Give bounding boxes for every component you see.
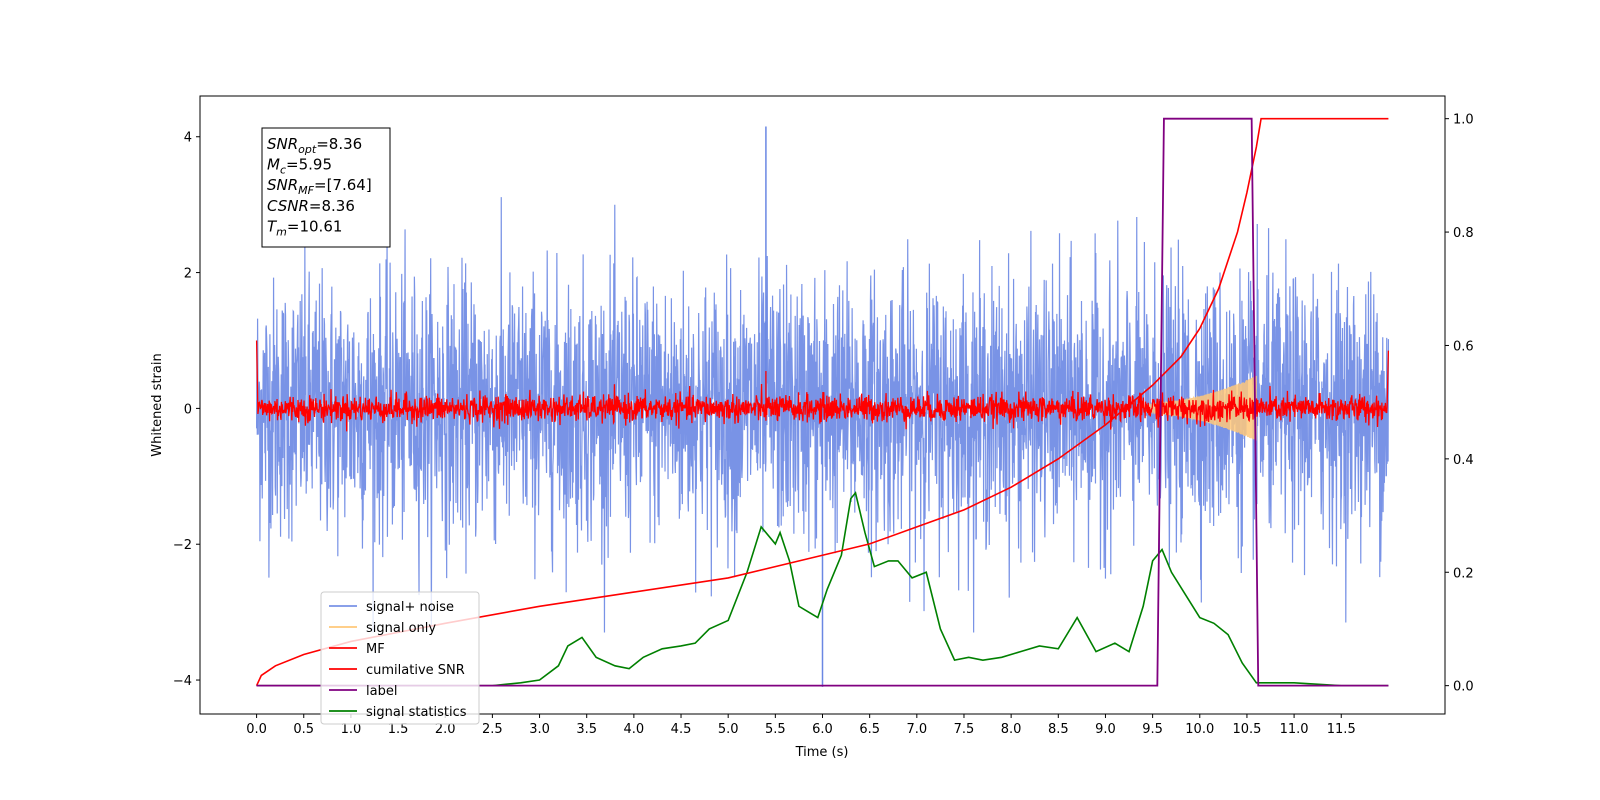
x-tick-label-12: 6.0 [812,722,833,737]
annotation-line-1: Mc=5.95 [267,156,332,177]
y-tick-label-2: 0 [184,402,192,417]
legend-entry-1: signal only [366,621,436,636]
y2-tick-label-2: 0.4 [1453,453,1474,468]
x-tick-label-16: 8.0 [1001,722,1022,737]
x-tick-label-20: 10.0 [1185,722,1214,737]
y2-tick-label-4: 0.8 [1453,226,1474,241]
legend-entry-3: cumilative SNR [366,663,465,678]
x-tick-label-9: 4.5 [671,722,692,737]
annotation-line-0: SNRopt=8.36 [267,135,362,156]
x-tick-label-5: 2.5 [482,722,503,737]
y2-tick-label-3: 0.6 [1453,339,1474,354]
annotation-line-3: CSNR=8.36 [267,197,355,215]
x-tick-label-1: 0.5 [293,722,314,737]
x-tick-label-23: 11.5 [1327,722,1356,737]
annotation-line-2: SNRMF=[7.64] [267,176,372,197]
y-tick-label-4: 4 [184,131,192,146]
x-tick-label-17: 8.5 [1048,722,1069,737]
x-tick-label-11: 5.5 [765,722,786,737]
x-axis-label: Time (s) [795,745,849,760]
legend-entry-0: signal+ noise [366,600,454,615]
x-tick-label-13: 6.5 [859,722,880,737]
x-tick-label-6: 3.0 [529,722,550,737]
y2-tick-label-1: 0.2 [1453,566,1474,581]
y2-tick-label-0: 0.0 [1453,680,1474,695]
x-tick-label-4: 2.0 [435,722,456,737]
x-tick-label-15: 7.5 [954,722,975,737]
x-tick-label-8: 4.0 [624,722,645,737]
x-tick-label-2: 1.0 [341,722,362,737]
x-axis: 0.0 0.5 1.0 1.5 2.0 2.5 3.0 3.5 4.0 4.5 5.0 5.5 6.0 6… [246,714,1356,737]
legend: signal+ noise signal only MF cumilative SNR… [320,591,480,725]
series-signal-statistics [256,491,1389,687]
y-tick-label-1: −2 [173,538,192,553]
x-tick-label-21: 10.5 [1232,722,1261,737]
x-tick-label-0: 0.0 [246,722,267,737]
legend-entry-5: signal statistics [366,705,467,720]
legend-entry-2: MF [366,642,385,657]
x-tick-label-3: 1.5 [388,722,409,737]
series-label [256,117,1389,687]
y-tick-label-0: −4 [173,674,192,689]
y-tick-label-3: 2 [184,267,192,282]
series-layer [255,117,1390,687]
annotation-frame [261,127,391,248]
x-tick-label-7: 3.5 [576,722,597,737]
series-signal-noise [255,197,1390,633]
series-mf [255,340,1390,432]
x-tick-label-18: 9.0 [1095,722,1116,737]
x-tick-label-10: 5.0 [718,722,739,737]
legend-entry-4: label [366,684,397,699]
x-tick-label-14: 7.0 [906,722,927,737]
x-tick-label-22: 11.0 [1280,722,1309,737]
y-axis-label: Whitened strain [150,353,165,456]
y2-tick-label-5: 1.0 [1453,113,1474,128]
annotation-line-4: Tm=10.61 [267,217,342,238]
y-axis-right: 0.0 0.2 0.4 0.6 0.8 1.0 [1445,113,1474,695]
x-tick-label-19: 9.5 [1142,722,1163,737]
y-axis-left: −4 −2 0 2 4 [173,131,200,689]
legend-frame [320,591,480,725]
